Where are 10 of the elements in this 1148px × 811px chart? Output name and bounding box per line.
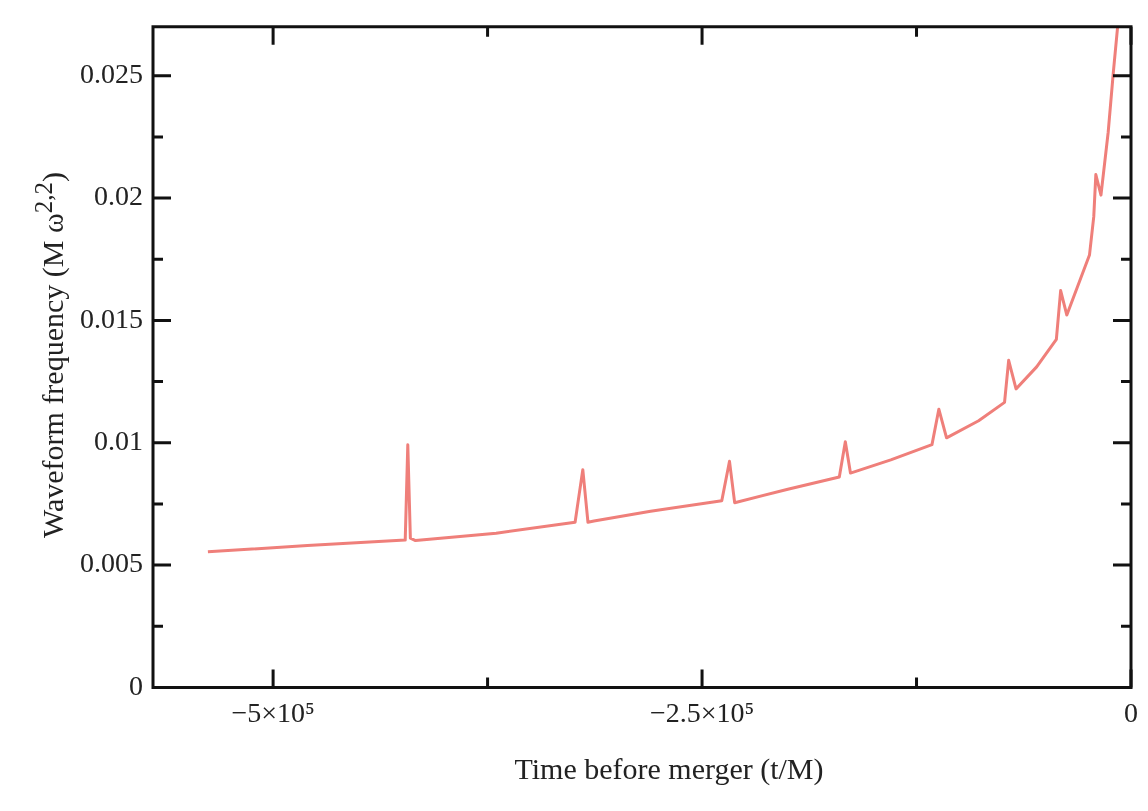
y-tick-label: 0.025 (80, 58, 143, 90)
y-tick-label: 0 (129, 669, 143, 701)
y-tick-label: 0.01 (94, 425, 143, 457)
x-tick-label: −5×10⁵ (231, 696, 315, 728)
y-tick-label: 0.02 (94, 180, 143, 212)
y-tick-label: 0.005 (80, 547, 143, 579)
x-tick-label: −2.5×10⁵ (649, 696, 755, 728)
y-tick-label: 0.015 (80, 302, 143, 334)
x-tick-label: 0 (1124, 696, 1138, 728)
x-axis-title: Time before merger (t/M) (513, 752, 825, 786)
